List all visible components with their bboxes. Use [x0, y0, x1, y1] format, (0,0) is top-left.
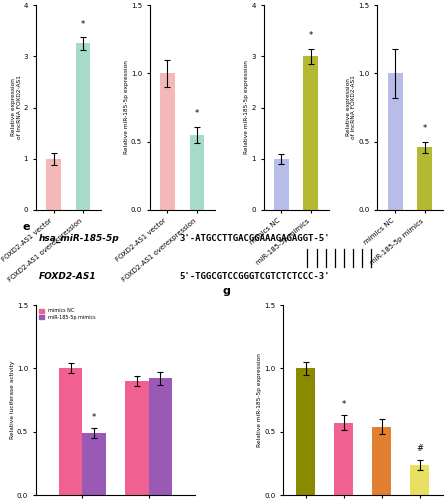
- Y-axis label: Relative expression
of lncRNA FOXD2-AS1: Relative expression of lncRNA FOXD2-AS1: [11, 76, 21, 140]
- Bar: [274, 159, 289, 210]
- Bar: [149, 378, 172, 495]
- Text: 5'-TGGCGTCCGGGTCGTCTCTCCC-3': 5'-TGGCGTCCGGGTCGTCTCTCCC-3': [179, 272, 330, 281]
- Y-axis label: Relative miR-185-5p expression: Relative miR-185-5p expression: [124, 60, 129, 154]
- Text: FOXD2-AS1: FOXD2-AS1: [39, 272, 97, 281]
- Text: *: *: [342, 400, 346, 409]
- Y-axis label: Relative miR-185-5p expression: Relative miR-185-5p expression: [257, 353, 262, 447]
- Bar: [388, 74, 403, 210]
- Text: *: *: [309, 32, 313, 40]
- Bar: [76, 44, 90, 210]
- Y-axis label: Relative luciferase activity: Relative luciferase activity: [10, 361, 15, 439]
- Text: #: #: [416, 444, 423, 453]
- Bar: [304, 56, 318, 210]
- Text: *: *: [92, 412, 96, 422]
- Text: *: *: [81, 20, 85, 29]
- Text: e: e: [22, 222, 30, 232]
- Bar: [417, 147, 432, 210]
- Bar: [410, 464, 429, 495]
- Bar: [372, 426, 391, 495]
- Y-axis label: Relative miR-185-5p expression: Relative miR-185-5p expression: [245, 60, 249, 154]
- Bar: [190, 135, 204, 210]
- Bar: [59, 368, 82, 495]
- Bar: [82, 433, 105, 495]
- Text: *: *: [195, 110, 199, 118]
- Text: *: *: [423, 124, 427, 134]
- Text: 3'-ATGCCTTGACGGAAAGAGAGGT-5': 3'-ATGCCTTGACGGAAAGAGAGGT-5': [179, 234, 330, 243]
- Bar: [296, 368, 315, 495]
- Text: g: g: [223, 286, 230, 296]
- Bar: [46, 159, 61, 210]
- Legend: mimics NC, miR-185-5p mimics: mimics NC, miR-185-5p mimics: [38, 308, 97, 321]
- Bar: [126, 381, 149, 495]
- Bar: [160, 74, 175, 210]
- Text: hsa_miR-185-5p: hsa_miR-185-5p: [39, 234, 120, 243]
- Bar: [334, 423, 353, 495]
- Y-axis label: Relative expression
of lncRNA FOXD2-AS1: Relative expression of lncRNA FOXD2-AS1: [346, 76, 356, 140]
